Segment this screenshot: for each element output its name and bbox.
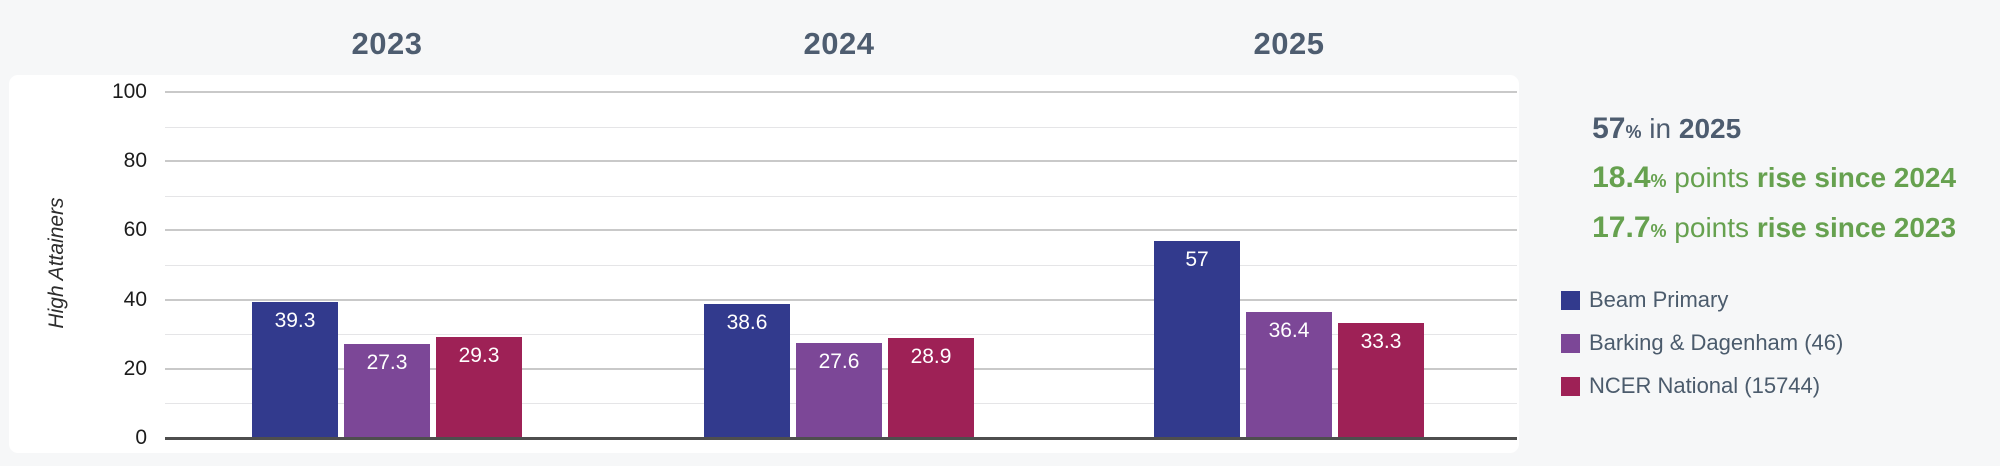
bar-value-label: 57 xyxy=(1185,247,1209,271)
legend-label: Beam Primary xyxy=(1589,287,1729,312)
summary-connector: points xyxy=(1666,212,1757,243)
y-tick-label: 100 xyxy=(111,80,147,103)
bar: 27.6 xyxy=(796,342,882,438)
bar: 36.4 xyxy=(1246,312,1332,438)
legend-item: NCER National (15744) xyxy=(1561,373,1843,398)
bar-value-label: 28.9 xyxy=(910,345,952,368)
bar-value-label: 27.6 xyxy=(818,349,860,373)
summary-line-rise-2024: 18.4% points rise since 2024 xyxy=(1561,127,1956,232)
y-tick-label: 60 xyxy=(123,218,147,242)
legend-item: Barking & Dagenham (46) xyxy=(1561,330,1844,355)
summary-emphasis: 2025 xyxy=(1678,113,1742,144)
bar-value-label: 27.3 xyxy=(366,350,408,374)
summary-value: 57 xyxy=(1592,112,1626,145)
bar: 38.6 xyxy=(704,304,790,438)
legend-swatch xyxy=(1561,376,1580,396)
bar: 57 xyxy=(1154,240,1240,438)
legend-item: Beam Primary xyxy=(1561,287,1843,312)
category-title: 2024 xyxy=(803,26,875,61)
category-title: 2025 xyxy=(1253,26,1325,61)
legend: Beam Primary Barking & Dagenham (46) NCER … xyxy=(1561,287,1844,419)
percent-sign: % xyxy=(1650,221,1667,241)
bar-value-label: 33.3 xyxy=(1360,329,1402,353)
bar-value-label: 39.3 xyxy=(274,309,316,333)
y-tick-label: 0 xyxy=(135,426,147,449)
legend-label: NCER National (15744) xyxy=(1589,373,1821,398)
category-title: 2023 xyxy=(351,26,423,61)
legend-swatch xyxy=(1561,290,1580,310)
gridline-major xyxy=(165,298,1517,301)
bar: 29.3 xyxy=(436,336,522,438)
gridline-minor xyxy=(165,334,1517,336)
y-axis-title: High Attainers xyxy=(45,197,68,329)
gridline-minor xyxy=(165,126,1517,128)
legend-swatch xyxy=(1561,333,1580,353)
bar: 28.9 xyxy=(888,338,974,438)
summary-line-rise-2023: 17.7% points rise since 2023 xyxy=(1561,177,1956,282)
summary-emphasis: rise since 2024 xyxy=(1756,162,1957,193)
summary-connector: points xyxy=(1666,162,1757,193)
x-axis-line xyxy=(165,437,1517,440)
gridline-major xyxy=(165,91,1517,93)
summary-connector: in xyxy=(1641,113,1679,144)
summary-value: 17.7 xyxy=(1592,211,1651,244)
bar: 39.3 xyxy=(252,302,338,438)
bar-value-label: 36.4 xyxy=(1268,319,1310,343)
bar-value-label: 38.6 xyxy=(726,311,768,335)
y-tick-label: 20 xyxy=(123,356,147,380)
legend-label: Barking & Dagenham (46) xyxy=(1589,330,1844,355)
bar: 27.3 xyxy=(344,343,430,438)
gridline-minor xyxy=(165,265,1517,266)
gridline-minor xyxy=(165,195,1517,197)
summary-value: 18.4 xyxy=(1592,161,1651,194)
y-tick-label: 40 xyxy=(123,287,147,311)
percent-sign: % xyxy=(1650,171,1667,191)
summary-emphasis: rise since 2023 xyxy=(1756,212,1957,243)
summary-line-current: 57% in 2025 xyxy=(1561,78,1741,183)
gridline-major xyxy=(165,229,1517,232)
bar-value-label: 29.3 xyxy=(458,343,500,367)
y-tick-label: 80 xyxy=(123,149,147,173)
bar: 33.3 xyxy=(1338,322,1424,438)
gridline-major xyxy=(165,160,1517,163)
percent-sign: % xyxy=(1625,122,1642,142)
